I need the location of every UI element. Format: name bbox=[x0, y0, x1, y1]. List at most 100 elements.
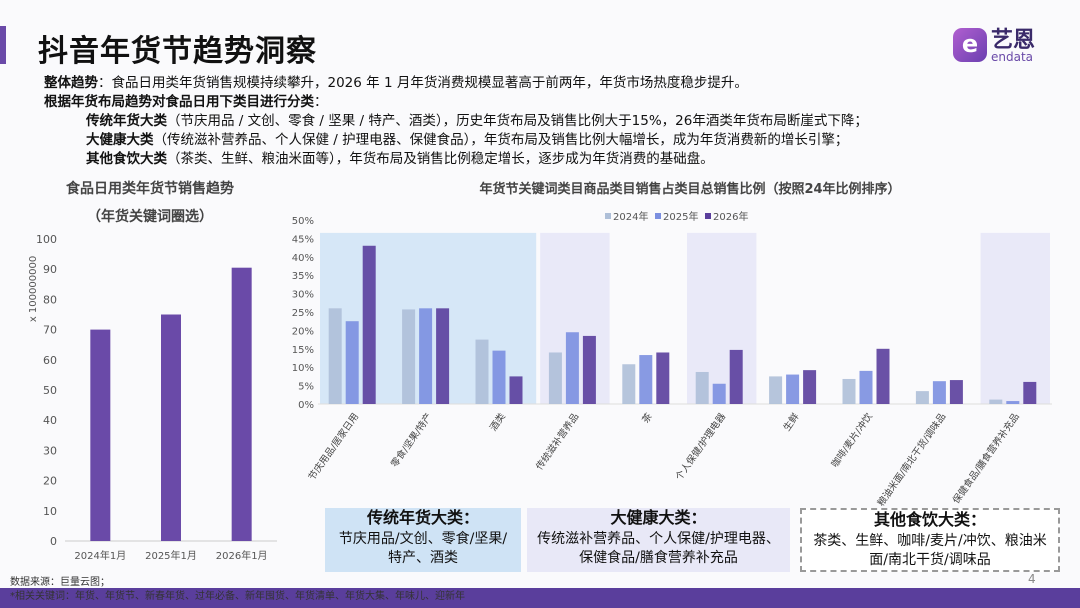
logo-cn: 艺恩 bbox=[991, 28, 1036, 53]
group-box-other: 其他食饮大类： 茶类、生鲜、咖啡/麦片/冲饮、粮油米面/南北干货/调味品 bbox=[800, 508, 1060, 572]
y-tick-label: 90 bbox=[43, 263, 57, 276]
bar bbox=[582, 335, 596, 404]
y-tick-label: 10 bbox=[43, 505, 57, 518]
bar bbox=[729, 349, 743, 404]
y-tick-label: 5% bbox=[298, 382, 314, 393]
legend-swatch bbox=[655, 213, 661, 219]
bar bbox=[90, 329, 111, 541]
group-body: 茶类、生鲜、咖啡/麦片/冲饮、粮油米面/南北干货/调味品 bbox=[813, 533, 1047, 568]
y-tick-label: 25% bbox=[292, 308, 314, 319]
x-tick-label: 个人保健/护理电器 bbox=[673, 410, 729, 482]
legend-swatch bbox=[705, 213, 711, 219]
bar bbox=[622, 364, 636, 404]
page-number: 4 bbox=[1028, 572, 1036, 586]
label-classify: 根据年货布局趋势对食品日用下类目进行分类 bbox=[44, 94, 314, 110]
bar bbox=[436, 308, 450, 404]
text-health: （传统滋补营养品、个人保健 / 护理电器、保健食品），年货布局及销售比例大幅增长… bbox=[153, 132, 849, 148]
bar bbox=[915, 391, 929, 404]
x-tick-label: 传统滋补营养品 bbox=[533, 411, 581, 472]
title-accent-bar bbox=[0, 26, 6, 64]
legend-label: 2025年 bbox=[663, 210, 698, 223]
bar bbox=[876, 348, 890, 404]
bar bbox=[345, 321, 359, 404]
y-tick-label: 50 bbox=[43, 384, 57, 397]
bar bbox=[475, 339, 489, 404]
y-tick-label: 20% bbox=[292, 326, 314, 337]
x-tick-label: 2024年1月 bbox=[74, 549, 126, 562]
y-tick-label: 35% bbox=[292, 271, 314, 282]
y-tick-label: 80 bbox=[43, 293, 57, 306]
bar bbox=[769, 376, 783, 404]
x-tick-label: 咖啡/麦片/冲饮 bbox=[829, 410, 875, 469]
left-chart-subtitle: （年货关键词圈选） bbox=[87, 209, 213, 225]
page-title: 抖音年货节趋势洞察 bbox=[38, 34, 317, 69]
bar bbox=[565, 332, 579, 404]
x-tick-label: 零食/坚果/特产 bbox=[388, 411, 434, 470]
bar bbox=[492, 350, 506, 404]
bar bbox=[695, 371, 709, 404]
y-axis-label: x 100000000 bbox=[28, 256, 39, 322]
bar bbox=[362, 245, 376, 404]
group-shade bbox=[980, 232, 1050, 404]
x-tick-label: 生鲜 bbox=[781, 410, 802, 433]
logo-mark-icon: e bbox=[953, 28, 987, 62]
summary-line-overall: 整体趋势：食品日用类年货销售规模持续攀升，2026 年 1 月年货消费规模显著高… bbox=[44, 74, 868, 93]
y-tick-label: 70 bbox=[43, 324, 57, 337]
bar bbox=[402, 309, 416, 404]
y-tick-label: 50% bbox=[292, 216, 314, 227]
label-health: 大健康大类 bbox=[86, 132, 154, 148]
summary-text: 整体趋势：食品日用类年货销售规模持续攀升，2026 年 1 月年货消费规模显著高… bbox=[44, 74, 868, 169]
bar bbox=[548, 352, 562, 404]
group-body: 节庆用品/文创、零食/坚果/特产、酒类 bbox=[338, 531, 508, 566]
bar bbox=[786, 374, 800, 404]
right-bar-chart: 0% 5% 10% 15% 20% 25% 30% 35% 40% 45% 50% 2024年 2025… bbox=[292, 210, 1052, 509]
summary-line-health: 大健康大类（传统滋补营养品、个人保健 / 护理电器、保健食品），年货布局及销售比… bbox=[44, 131, 868, 150]
y-tick-label: 0% bbox=[298, 400, 314, 411]
y-tick-label: 0 bbox=[50, 535, 57, 548]
left-bar-chart: 0 10 20 30 40 50 60 70 80 90 100 x 100000000 2024年1月… bbox=[28, 233, 277, 562]
x-tick-label: 茶 bbox=[639, 410, 655, 425]
bar bbox=[328, 308, 342, 404]
bar bbox=[656, 352, 670, 404]
y-tick-label: 40 bbox=[43, 414, 57, 427]
group-title: 其他食饮大类： bbox=[873, 510, 986, 529]
text-other: （茶类、生鲜、粮油米面等），年货布局及销售比例稳定增长，逐步成为年货消费的基础盘… bbox=[167, 151, 714, 167]
logo-en: endata bbox=[991, 50, 1034, 64]
y-tick-label: 60 bbox=[43, 354, 57, 367]
summary-line-classify: 根据年货布局趋势对食品日用下类目进行分类： bbox=[44, 93, 868, 112]
y-tick-label: 40% bbox=[292, 253, 314, 264]
bar bbox=[509, 376, 523, 404]
bar bbox=[639, 355, 653, 404]
group-body: 传统滋补营养品、个人保健/护理电器、保健食品/膳食营养补充品 bbox=[537, 531, 780, 566]
footer-band bbox=[0, 588, 1080, 608]
legend-swatch bbox=[605, 213, 611, 219]
text-classify: ： bbox=[314, 94, 328, 110]
x-tick-label: 2026年1月 bbox=[216, 549, 268, 562]
x-tick-label: 粮油米面/南北干货/调味品 bbox=[875, 411, 948, 509]
y-tick-label: 45% bbox=[292, 234, 314, 245]
y-tick-label: 15% bbox=[292, 345, 314, 356]
group-box-traditional: 传统年货大类： 节庆用品/文创、零食/坚果/特产、酒类 bbox=[325, 508, 521, 572]
x-tick-label: 2025年1月 bbox=[145, 549, 197, 562]
bar bbox=[989, 399, 1003, 404]
y-tick-label: 30% bbox=[292, 290, 314, 301]
bar bbox=[712, 383, 726, 404]
bar bbox=[161, 314, 181, 541]
group-title: 大健康大类： bbox=[610, 508, 707, 527]
legend-label: 2026年 bbox=[713, 210, 748, 223]
y-tick-label: 30 bbox=[43, 444, 57, 457]
left-chart-title: 食品日用类年货节销售趋势 bbox=[66, 181, 234, 197]
x-tick-label: 节庆用品/居家日用 bbox=[306, 411, 361, 483]
y-tick-label: 100 bbox=[36, 233, 57, 246]
data-source: 数据来源：巨量云图； bbox=[10, 577, 110, 588]
bar bbox=[231, 267, 252, 541]
y-tick-label: 20 bbox=[43, 475, 57, 488]
legend-label: 2024年 bbox=[613, 210, 648, 223]
right-chart-title: 年货节关键词类目商品类目销售占类目总销售比例（按照24年比例排序） bbox=[479, 182, 901, 197]
bar bbox=[1006, 401, 1020, 404]
text-traditional: （节庆用品 / 文创、零食 / 坚果 / 特产、酒类），历史年货布局及销售比例大… bbox=[167, 113, 868, 129]
bar bbox=[419, 308, 433, 404]
keywords-note: *相关关键词：年货、年货节、新春年货、过年必备、新年囤货、年货清单、年货大集、年… bbox=[10, 591, 465, 602]
group-box-health: 大健康大类： 传统滋补营养品、个人保健/护理电器、保健食品/膳食营养补充品 bbox=[527, 508, 790, 572]
x-tick-label: 酒类 bbox=[487, 410, 508, 433]
